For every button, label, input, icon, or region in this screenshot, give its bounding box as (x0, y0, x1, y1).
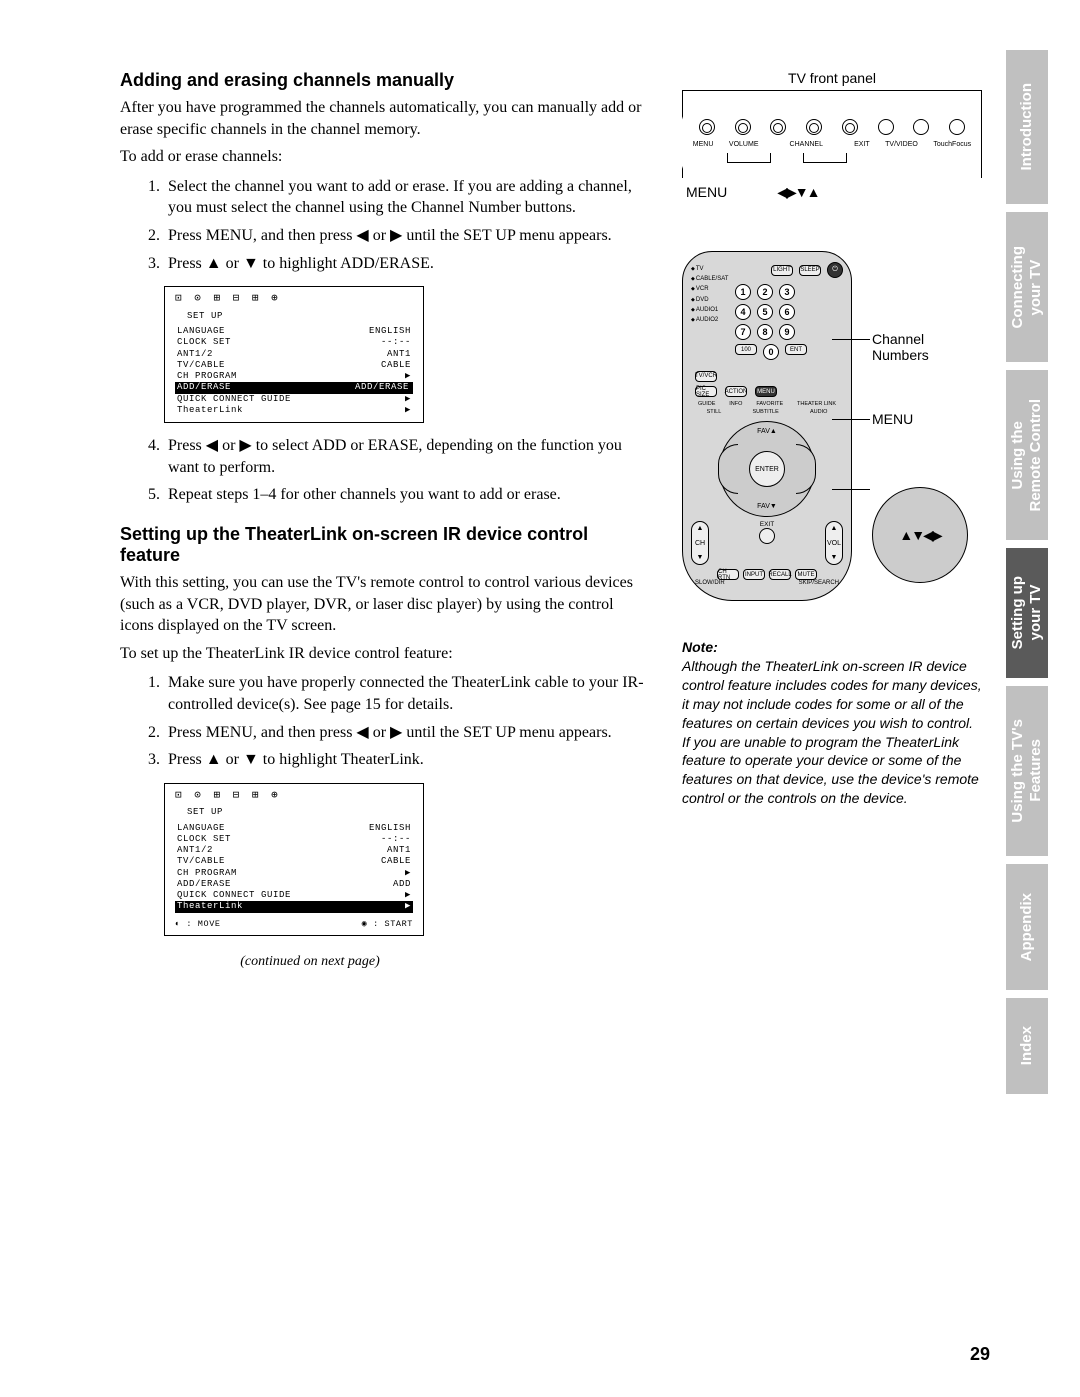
num-8: 8 (757, 324, 773, 340)
section2-steps: Make sure you have properly connected th… (120, 672, 650, 770)
section1-intro: After you have programmed the channels a… (120, 97, 650, 140)
num-6: 6 (779, 304, 795, 320)
osd-menu-theaterlink: ⊡ ⊙ ⊞ ⊟ ⊞ ⊕ SET UP LANGUAGEENGLISH CLOCK… (164, 783, 424, 937)
osd-menu-add-erase: ⊡ ⊙ ⊞ ⊟ ⊞ ⊕ SET UP LANGUAGEENGLISH CLOCK… (164, 286, 424, 423)
chapter-tabs: Introduction Connecting your TV Using th… (1006, 50, 1048, 1102)
tab-index[interactable]: Index (1006, 998, 1048, 1094)
ch-rocker: ▲CH▼ (691, 521, 709, 565)
tab-appendix[interactable]: Appendix (1006, 864, 1048, 990)
recall-button: RECALL (769, 569, 791, 580)
enter-button: ENTER (749, 451, 785, 487)
tv-channel-down (806, 119, 822, 135)
tv-front-panel-diagram: MENU VOLUME CHANNEL EXIT TV/VIDEO TouchF… (682, 90, 982, 178)
chrtn-button: CH RTN (717, 569, 739, 580)
page-number: 29 (970, 1344, 990, 1365)
num-9: 9 (779, 324, 795, 340)
num-5: 5 (757, 304, 773, 320)
tv-channel-up (842, 119, 858, 135)
section2-intro: With this setting, you can use the TV's … (120, 572, 650, 637)
mute-button: MUTE (795, 569, 817, 580)
continued-note: (continued on next page) (120, 954, 500, 970)
exit-button (759, 528, 775, 544)
tv-tvvideo-button (913, 119, 929, 135)
callout-menu: MENU (872, 411, 913, 427)
light-button: LIGHT (771, 265, 793, 276)
under-menu-label: MENU (686, 184, 727, 201)
right-column: TV front panel MENU VOLUME CHANNEL EXIT (682, 70, 982, 808)
remote-diagram: TV CABLE/SAT VCR DVD AUDIO1 AUDIO2 LIGHT… (682, 251, 982, 611)
section2-lead: To set up the TheaterLink IR device cont… (120, 643, 650, 665)
vol-rocker: ▲VOL▼ (825, 521, 843, 565)
step: Press ▲ or ▼ to highlight TheaterLink. (164, 749, 650, 771)
osd-icon-row: ⊡ ⊙ ⊞ ⊟ ⊞ ⊕ (175, 293, 413, 307)
step: Press ◀ or ▶ to select ADD or ERASE, dep… (164, 435, 650, 478)
tab-connecting[interactable]: Connecting your TV (1006, 212, 1048, 362)
num-100: 100 (735, 344, 757, 355)
num-0: 0 (763, 344, 779, 360)
step: Press ▲ or ▼ to highlight ADD/ERASE. (164, 253, 650, 275)
num-2: 2 (757, 284, 773, 300)
under-arrows-label: ◀▶▼▲ (777, 184, 818, 201)
menu-button: MENU (755, 386, 777, 397)
step: Press MENU, and then press ◀ or ▶ until … (164, 722, 650, 744)
main-column: Adding and erasing channels manually Aft… (120, 70, 650, 970)
tvvcr-button: TV/VCR (695, 371, 717, 382)
section1-steps-a: Select the channel you want to add or er… (120, 176, 650, 274)
section1-heading: Adding and erasing channels manually (120, 70, 650, 91)
tv-exit-button (878, 119, 894, 135)
callout-dpad: ▲▼◀▶ (872, 487, 968, 583)
step: Press MENU, and then press ◀ or ▶ until … (164, 225, 650, 247)
tv-touchfocus-button (949, 119, 965, 135)
note-body: Although the TheaterLink on-screen IR de… (682, 657, 982, 808)
tv-volume-up (770, 119, 786, 135)
input-button: INPUT (743, 569, 765, 580)
tab-features[interactable]: Using the TV's Features (1006, 686, 1048, 856)
power-button: ⏻ (827, 262, 843, 278)
note-heading: Note: (682, 639, 982, 655)
num-3: 3 (779, 284, 795, 300)
osd-icon-row: ⊡ ⊙ ⊞ ⊟ ⊞ ⊕ (175, 790, 413, 804)
remote-mode-list: TV CABLE/SAT VCR DVD AUDIO1 AUDIO2 (691, 264, 728, 325)
tab-introduction[interactable]: Introduction (1006, 50, 1048, 204)
section2-heading: Setting up the TheaterLink on-screen IR … (120, 524, 650, 566)
section1-lead: To add or erase channels: (120, 146, 650, 168)
tab-remote[interactable]: Using the Remote Control (1006, 370, 1048, 540)
step: Select the channel you want to add or er… (164, 176, 650, 219)
action-button: ACTION (725, 386, 747, 397)
tv-panel-caption: TV front panel (682, 70, 982, 86)
number-pad: 1 2 3 4 5 6 7 8 9 100 (735, 284, 843, 360)
tab-setting-up[interactable]: Setting up your TV (1006, 548, 1048, 678)
callout-channel-numbers: Channel Numbers (872, 331, 929, 363)
picsize-button: PIC SIZE (695, 386, 717, 397)
section1-steps-b: Press ◀ or ▶ to select ADD or ERASE, dep… (120, 435, 650, 506)
ent-button: ENT (785, 344, 807, 355)
note-block: Note: Although the TheaterLink on-screen… (682, 639, 982, 808)
dpad: FAV▲ ENTER FAV▼ (719, 421, 815, 517)
step: Repeat steps 1–4 for other channels you … (164, 484, 650, 506)
tv-menu-button (699, 119, 715, 135)
num-7: 7 (735, 324, 751, 340)
step: Make sure you have properly connected th… (164, 672, 650, 715)
sleep-button: SLEEP (799, 265, 821, 276)
osd-title: SET UP (187, 807, 413, 818)
num-4: 4 (735, 304, 751, 320)
tv-volume-down (735, 119, 751, 135)
osd-title: SET UP (187, 311, 413, 322)
num-1: 1 (735, 284, 751, 300)
